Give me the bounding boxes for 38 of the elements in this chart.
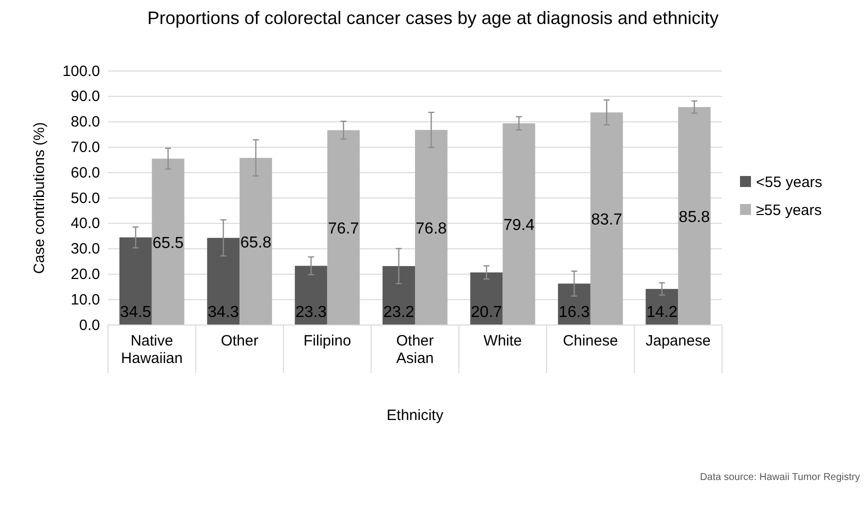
x-tick-label: Filipino (304, 332, 352, 350)
data-label: 34.3 (208, 304, 240, 321)
data-label: 65.8 (240, 234, 272, 252)
data-label: 16.3 (558, 304, 590, 321)
data-label: 79.4 (503, 217, 535, 234)
data-label: 23.2 (383, 304, 414, 321)
y-axis-title: Case contributions (%) (31, 122, 48, 274)
x-tick-label: White (484, 332, 522, 350)
data-label: 23.3 (295, 304, 327, 321)
x-axis-title: Ethnicity (386, 407, 444, 424)
data-label: 65.5 (152, 234, 184, 252)
x-tick-label: Native Hawaiian (121, 332, 183, 367)
y-tick-label: 70.0 (70, 139, 100, 156)
data-label: 76.8 (416, 220, 447, 238)
source-note: Data source: Hawaii Tumor Registry (700, 472, 860, 483)
y-tick-label: 0.0 (79, 316, 100, 334)
x-tick-label: Other (220, 332, 258, 350)
chart-title: Proportions of colorectal cancer cases by age at diagnosis and ethnicity (147, 8, 719, 28)
y-tick-label: 100.0 (62, 62, 100, 80)
x-tick-label: Japanese (646, 332, 711, 350)
data-label: 83.7 (591, 212, 622, 229)
x-tick-label: Chinese (562, 332, 618, 350)
y-tick-label: 90.0 (70, 88, 100, 106)
data-label: 34.5 (120, 304, 152, 321)
data-label: 76.7 (328, 220, 360, 238)
legend-label: <55 years (756, 174, 822, 191)
y-tick-label: 30.0 (70, 240, 100, 258)
y-tick-label: 20.0 (70, 266, 100, 283)
data-label: 14.2 (646, 304, 678, 321)
y-tick-label: 10.0 (70, 291, 100, 308)
data-label: 85.8 (678, 209, 710, 226)
x-tick-label: Other Asian (396, 332, 434, 367)
y-tick-label: 80.0 (70, 114, 100, 131)
data-label: 20.7 (470, 304, 502, 321)
y-tick-label: 60.0 (70, 164, 100, 182)
legend-label: ≥55 years (756, 202, 822, 219)
y-tick-label: 40.0 (70, 215, 100, 232)
y-tick-label: 50.0 (70, 190, 100, 207)
